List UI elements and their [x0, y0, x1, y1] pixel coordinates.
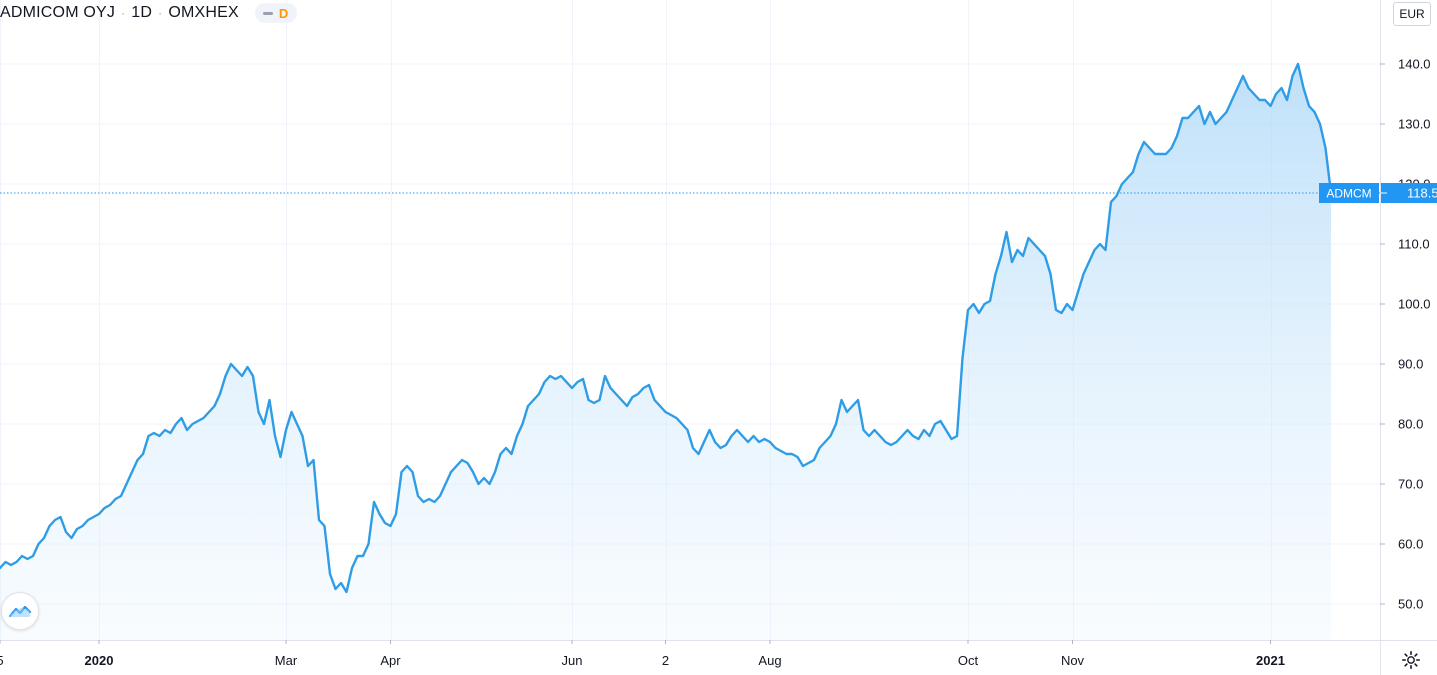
price-axis-labels[interactable]: 50.060.070.080.090.0100.0110.0120.0130.0…	[1380, 57, 1431, 612]
symbol-name: ADMICOM OYJ	[0, 4, 116, 21]
x-tick-label: Mar	[275, 653, 298, 668]
y-tick-label: 60.0	[1398, 537, 1423, 552]
interval-label[interactable]: 1D	[131, 4, 153, 21]
exchange-label: OMXHEX	[168, 4, 239, 21]
x-tick-label: 2	[662, 653, 669, 668]
currency-button[interactable]: EUR	[1393, 2, 1431, 26]
y-tick-label: 70.0	[1398, 477, 1423, 492]
price-line	[0, 62, 1333, 594]
y-tick-label: 140.0	[1398, 57, 1431, 72]
tradingview-logo-icon[interactable]	[1, 592, 39, 630]
symbol-title-bar[interactable]: ADMICOM OYJ · 1D · OMXHEX D	[0, 3, 297, 23]
time-axis-labels[interactable]: 5 2020 Mar Apr Jun 2 Aug Oct Nov 2021	[0, 640, 1285, 668]
y-tick-label: 130.0	[1398, 117, 1431, 132]
price-area-fill	[0, 64, 1331, 640]
x-tick-label: 5	[0, 653, 4, 668]
y-tick-label: 50.0	[1398, 597, 1423, 612]
delayed-status-badge: D	[278, 5, 289, 21]
y-tick-label: 110.0	[1398, 237, 1430, 252]
x-tick-label: Oct	[958, 653, 979, 668]
separator-dot: ·	[158, 6, 163, 20]
last-price-label: ADMCM 118.5	[1319, 183, 1437, 203]
market-status-pill[interactable]: D	[254, 3, 297, 23]
last-price-value: 118.5	[1407, 186, 1437, 201]
x-tick-label: Jun	[562, 653, 583, 668]
price-label-box	[1381, 183, 1437, 203]
x-tick-label: Aug	[758, 653, 781, 668]
x-tick-label: 2021	[1256, 653, 1285, 668]
gear-icon[interactable]	[1400, 649, 1422, 671]
y-tick-label: 90.0	[1398, 357, 1423, 372]
separator-dot: ·	[121, 6, 126, 20]
ticker-label-box	[1319, 183, 1379, 203]
cloud-chart-icon	[8, 605, 32, 618]
x-tick-label: Nov	[1061, 653, 1085, 668]
y-tick-label: 100.0	[1398, 297, 1431, 312]
minus-icon	[262, 11, 273, 15]
x-tick-label: Apr	[380, 653, 401, 668]
y-tick-label: 80.0	[1398, 417, 1423, 432]
x-tick-label: 2020	[85, 653, 114, 668]
ticker-label: ADMCM	[1326, 187, 1371, 201]
